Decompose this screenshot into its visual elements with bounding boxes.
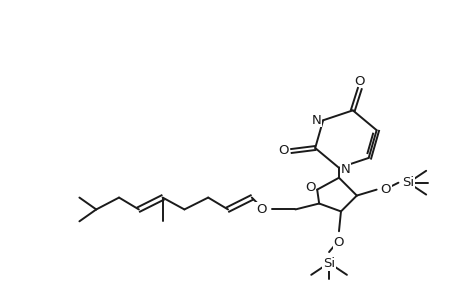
- Text: Si: Si: [402, 176, 414, 189]
- Text: N: N: [340, 163, 350, 176]
- Text: N: N: [311, 114, 320, 127]
- Text: Si: Si: [322, 257, 335, 270]
- Text: O: O: [380, 183, 390, 196]
- Text: O: O: [304, 181, 315, 194]
- Text: O: O: [333, 236, 343, 249]
- Text: O: O: [256, 203, 266, 216]
- Text: O: O: [354, 75, 364, 88]
- Text: O: O: [278, 145, 288, 158]
